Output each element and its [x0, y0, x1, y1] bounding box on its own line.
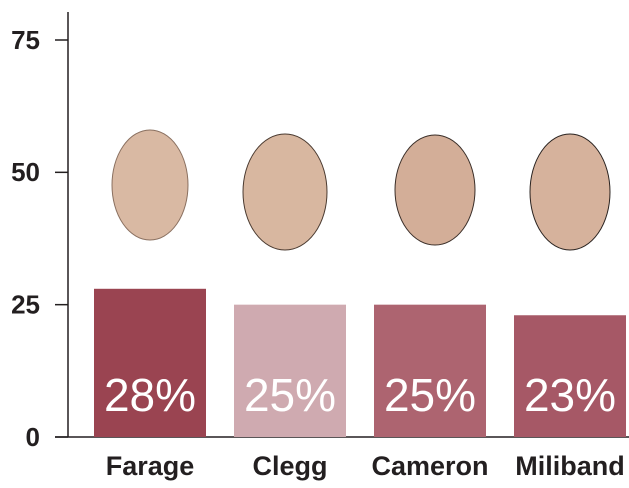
portrait — [242, 133, 328, 251]
x-tick-label: Miliband — [515, 451, 625, 481]
bar — [234, 304, 346, 437]
bar — [374, 304, 486, 437]
portrait — [529, 133, 611, 251]
value-label: 28% — [104, 369, 196, 421]
value-label: 25% — [384, 369, 476, 421]
portrait — [394, 134, 476, 246]
bar — [94, 288, 206, 437]
y-tick-label: 25 — [11, 290, 40, 320]
x-tick-label: Farage — [106, 451, 195, 481]
x-tick-label: Cameron — [371, 451, 488, 481]
y-tick-label: 75 — [11, 25, 40, 55]
y-tick-label: 50 — [11, 157, 40, 187]
portraits — [111, 129, 611, 251]
value-label: 25% — [244, 369, 336, 421]
portrait — [111, 129, 189, 241]
bar — [514, 315, 626, 437]
value-label: 23% — [524, 369, 616, 421]
x-tick-label: Clegg — [252, 451, 327, 481]
y-tick-label: 0 — [26, 422, 40, 452]
